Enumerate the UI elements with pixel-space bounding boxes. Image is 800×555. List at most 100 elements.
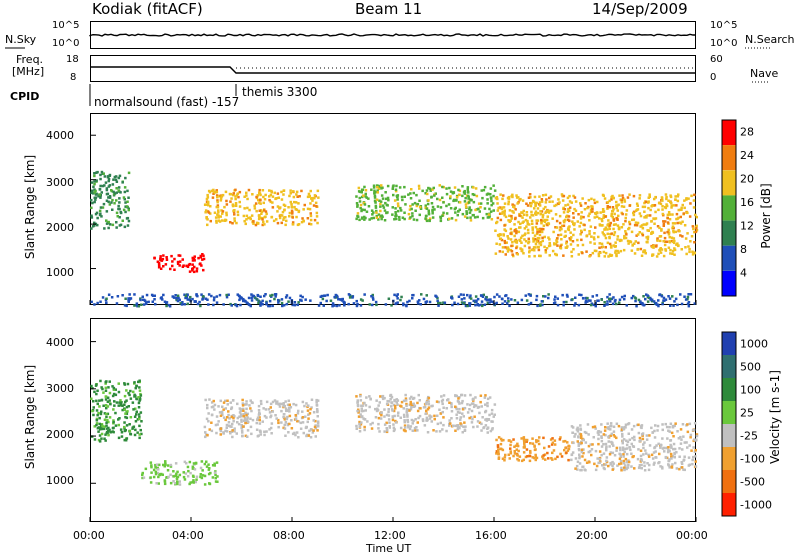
echo-cell xyxy=(243,219,246,223)
echo-cell xyxy=(91,387,94,390)
echo-cell xyxy=(381,204,385,207)
echo-cell xyxy=(562,300,566,304)
echo-cell xyxy=(176,482,179,486)
echo-cell xyxy=(528,246,531,249)
echo-cell xyxy=(315,403,319,407)
echo-cell xyxy=(231,204,235,208)
echo-cell xyxy=(213,462,216,465)
echo-cell xyxy=(231,222,234,225)
echo-cell xyxy=(456,399,460,403)
echo-cell xyxy=(575,428,579,431)
echo-cell xyxy=(524,294,527,297)
echo-cell xyxy=(560,227,563,231)
echo-cell xyxy=(625,460,629,464)
echo-cell xyxy=(257,434,260,437)
echo-cell xyxy=(526,222,529,225)
echo-cell xyxy=(307,434,310,437)
echo-cell xyxy=(621,448,625,452)
echo-cell xyxy=(479,206,482,209)
echo-cell xyxy=(492,300,495,304)
echo-cell xyxy=(597,254,601,258)
echo-cell xyxy=(577,444,580,447)
echo-cell xyxy=(419,207,423,210)
echo-cell xyxy=(528,193,532,196)
echo-cell xyxy=(547,296,550,300)
echo-cell xyxy=(535,440,538,444)
echo-cell xyxy=(174,474,177,477)
echo-cell xyxy=(374,204,378,208)
echo-cell xyxy=(658,226,661,230)
xtick-0000: 00:00 xyxy=(73,529,105,542)
echo-cell xyxy=(102,172,105,175)
echo-cell xyxy=(510,217,513,220)
nsky-label: N.Sky xyxy=(5,33,37,46)
echo-cell xyxy=(472,200,476,204)
echo-cell xyxy=(125,399,128,402)
echo-cell xyxy=(523,446,526,449)
echo-cell xyxy=(608,236,611,240)
echo-cell xyxy=(428,414,432,418)
echo-cell xyxy=(558,228,562,232)
echo-cell xyxy=(523,227,527,230)
echo-cell xyxy=(637,241,640,245)
echo-cell xyxy=(469,219,473,222)
echo-cell xyxy=(461,408,465,411)
echo-cell xyxy=(632,294,635,298)
echo-cell xyxy=(606,300,609,303)
echo-cell xyxy=(620,428,624,431)
echo-cell xyxy=(270,432,273,435)
echo-cell xyxy=(623,466,626,469)
echo-cell xyxy=(176,294,180,297)
echo-cell xyxy=(163,482,167,486)
echo-cell xyxy=(680,248,683,251)
echo-cell xyxy=(533,444,536,447)
echo-cell xyxy=(215,189,218,192)
echo-cell xyxy=(295,193,298,196)
echo-cell xyxy=(605,459,608,463)
echo-cell xyxy=(375,198,379,201)
echo-cell xyxy=(113,400,116,403)
echo-cell xyxy=(314,427,318,430)
echo-cell xyxy=(513,229,517,232)
echo-cell xyxy=(676,430,679,433)
echo-cell xyxy=(673,222,677,225)
echo-cell xyxy=(486,202,489,205)
echo-cell xyxy=(615,200,618,204)
echo-cell xyxy=(497,450,500,453)
echo-cell xyxy=(273,297,276,301)
echo-cell xyxy=(117,404,120,407)
power-plot-frame xyxy=(90,113,696,305)
echo-cell xyxy=(281,304,284,308)
echo-cell xyxy=(280,190,283,194)
echo-cell xyxy=(615,302,618,306)
echo-cell xyxy=(361,415,364,418)
echo-cell xyxy=(671,225,675,228)
echo-cell xyxy=(664,455,668,459)
echo-cell xyxy=(134,386,137,390)
echo-cell xyxy=(215,219,218,223)
echo-cell xyxy=(391,213,394,216)
echo-cell xyxy=(470,409,474,413)
echo-cell xyxy=(440,395,443,398)
echo-cell xyxy=(454,405,457,408)
echo-cell xyxy=(211,476,215,479)
echo-cell xyxy=(495,452,498,455)
echo-cell xyxy=(348,296,352,299)
echo-cell xyxy=(693,422,697,425)
echo-cell xyxy=(671,295,674,298)
echo-cell xyxy=(662,299,665,302)
colorbar-tick-0-6: 4 xyxy=(740,267,747,280)
echo-cell xyxy=(511,241,514,244)
echo-cell xyxy=(392,423,395,426)
echo-cell xyxy=(654,450,657,453)
echo-cell xyxy=(202,254,205,257)
echo-cell xyxy=(675,451,678,454)
echo-cell xyxy=(610,212,613,216)
echo-cell xyxy=(576,238,579,242)
echo-cell xyxy=(598,461,601,464)
echo-cell xyxy=(355,299,358,303)
echo-cell xyxy=(294,414,297,417)
echo-cell xyxy=(93,438,97,441)
echo-cell xyxy=(626,196,630,199)
echo-cell xyxy=(544,295,547,298)
